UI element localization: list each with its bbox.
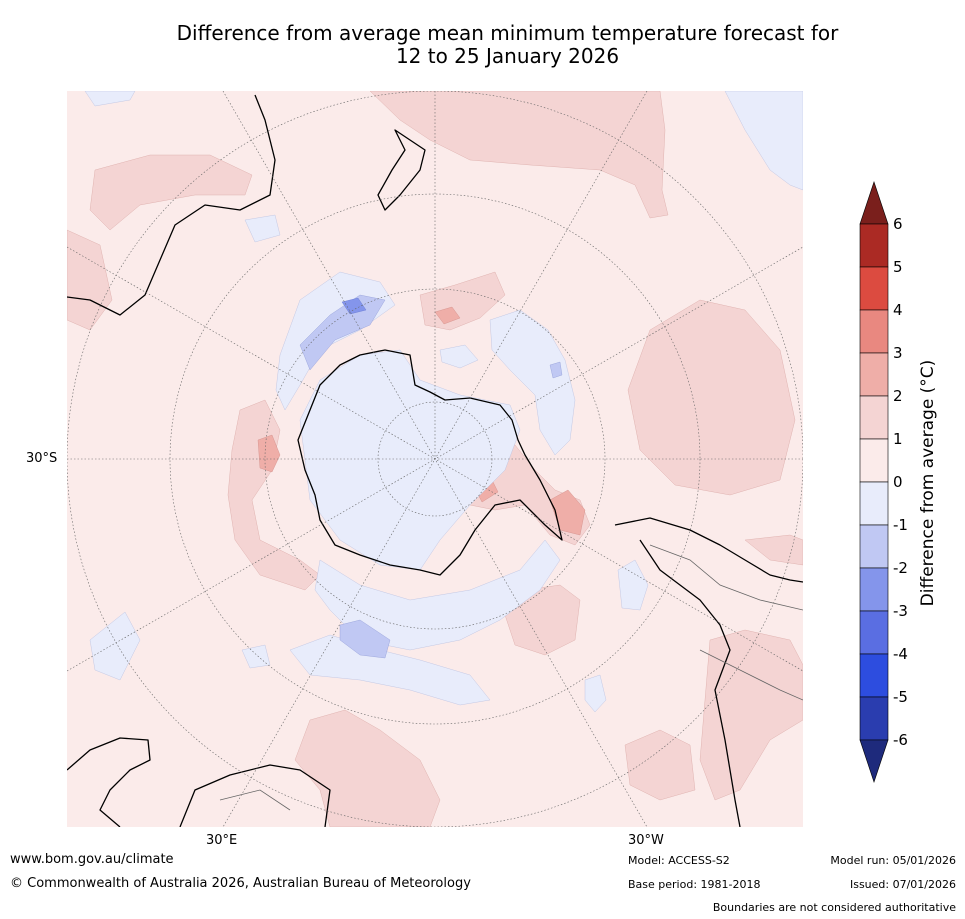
cool-region-tiny-f <box>84 91 136 107</box>
cool-region-tiny-d <box>617 559 649 611</box>
title-line-1: Difference from average mean minimum tem… <box>176 21 839 45</box>
warm-region-south-atlantic <box>504 584 581 656</box>
new-zealand-coastline <box>377 129 426 211</box>
colorbar-tick: 0 <box>893 473 903 491</box>
colorbar-title-text: Difference from average (°C) <box>918 359 938 607</box>
colorbar-bin-m6-m5 <box>859 696 889 741</box>
colorbar-extend-top <box>859 181 889 225</box>
footer-copyright: © Commonwealth of Australia 2026, Austra… <box>10 876 471 891</box>
cool-region-tiny-b <box>439 344 479 369</box>
colorbar-bin-m5-m4 <box>859 653 889 698</box>
footer-base-period: Base period: 1981-2018 <box>628 878 761 891</box>
colorbar-bin-m1-0 <box>859 481 889 526</box>
title-line-2: 12 to 25 January 2026 <box>395 44 620 68</box>
cool-region-west-small <box>89 611 141 681</box>
cool-region-amundsen <box>489 309 576 456</box>
cool-spot-south <box>339 619 391 659</box>
warm-region-pacific-north <box>369 91 669 219</box>
lon-label-30e: 30°E <box>206 833 238 848</box>
antarctica-coastline <box>297 349 563 576</box>
cool-region-top-right <box>724 91 803 191</box>
lat-label-30s: 30°S <box>26 451 58 466</box>
cool-ring-antarctica <box>299 349 521 571</box>
south-america-coastline <box>614 517 803 827</box>
colorbar-tick: -4 <box>893 645 908 663</box>
warm-spot-west <box>257 434 281 473</box>
colorbar-bin-2-3 <box>859 352 889 397</box>
colorbar-extend-bottom <box>859 739 889 783</box>
warm-region-east-pacific <box>627 299 796 496</box>
colorbar-bin-4-5 <box>859 266 889 311</box>
colorbar-tick: -2 <box>893 559 908 577</box>
footer-issued: Issued: 07/01/2026 <box>849 878 956 891</box>
colorbar-bin-m2-m1 <box>859 524 889 569</box>
warm-region-east-edge <box>744 534 803 566</box>
cool-band-south <box>314 539 561 651</box>
australia-coastline <box>67 94 276 316</box>
map-title: Difference from average mean minimum tem… <box>60 22 955 68</box>
colorbar-tick: -6 <box>893 731 908 749</box>
colorbar-tick: 6 <box>893 215 903 233</box>
africa-coastline <box>67 737 331 827</box>
colorbar-tick: 3 <box>893 344 903 362</box>
graticule-circle-60s <box>264 288 606 630</box>
cool-region-tiny-a <box>584 674 607 713</box>
colorbar-bin-m3-m2 <box>859 567 889 612</box>
colorbar-tick: -5 <box>893 688 908 706</box>
footer-model: Model: ACCESS-S2 <box>628 854 730 867</box>
footer-website: www.bom.gov.au/climate <box>10 852 174 867</box>
cool-region-tiny-c <box>244 214 281 243</box>
colorbar-tick: 2 <box>893 387 903 405</box>
country-borders <box>219 544 803 811</box>
colorbar-tick: 4 <box>893 301 903 319</box>
colorbar-bin-3-4 <box>859 309 889 354</box>
lon-label-30w: 30°W <box>628 833 664 848</box>
warm-spot-ross <box>434 306 461 325</box>
graticule-meridian-f <box>222 91 648 827</box>
cool-core-ross <box>341 297 367 315</box>
colorbar-bin-5-6 <box>859 223 889 268</box>
colorbar-bin-0-1 <box>859 438 889 483</box>
footer-disclaimer: Boundaries are not considered authoritat… <box>712 901 956 914</box>
graticule-circle-45s <box>169 193 701 725</box>
warm-region-indian <box>89 154 253 231</box>
colorbar-bin-m4-m3 <box>859 610 889 655</box>
colorbar <box>859 181 889 783</box>
cool-region-tiny-e <box>241 644 271 669</box>
cool-spot-ross <box>299 294 386 371</box>
colorbar-bin-1-2 <box>859 395 889 440</box>
warm-region-ring-west <box>227 399 321 591</box>
footer-model-run: Model run: 05/01/2026 <box>830 854 956 867</box>
warm-region-southeast <box>624 729 696 801</box>
cool-spot-amundsen <box>549 361 563 379</box>
colorbar-tick: 1 <box>893 430 903 448</box>
warm-region-south-america <box>699 629 803 801</box>
colorbar-tick: -3 <box>893 602 908 620</box>
colorbar-tick: 5 <box>893 258 903 276</box>
colorbar-tick: -1 <box>893 516 908 534</box>
